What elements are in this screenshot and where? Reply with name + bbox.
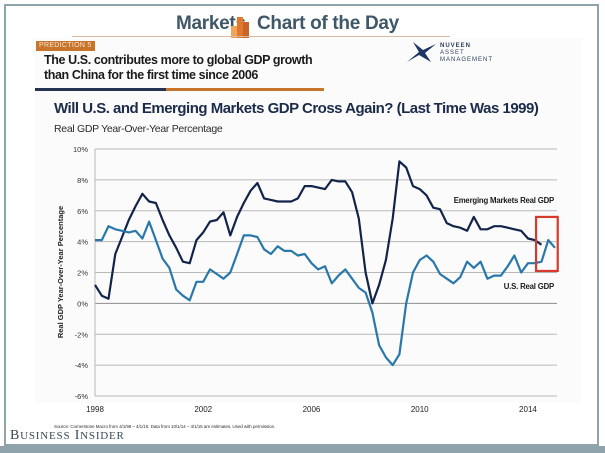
divider-dark xyxy=(35,88,166,91)
bottom-border xyxy=(0,446,605,453)
legend-emerging-markets: Emerging Markets Real GDP xyxy=(454,196,554,205)
source-note: Source: Cornerstone Macro from 4/1/98 – … xyxy=(54,424,276,429)
bar-chart-icon xyxy=(231,17,249,38)
y-tick-label: -4% xyxy=(75,361,89,370)
y-tick-label: 4% xyxy=(77,238,88,247)
brand-line-1: NUVEEN xyxy=(440,43,472,49)
nuveen-star-icon xyxy=(407,42,436,62)
y-tick-label: 2% xyxy=(77,269,88,278)
headline-line-2: than China for the first time since 2006 xyxy=(44,68,258,82)
y-tick-label: 6% xyxy=(77,207,88,216)
page-header: Markets Chart of the Day xyxy=(0,10,605,38)
x-tick-label: 2002 xyxy=(194,405,212,414)
y-axis-label: Real GDP Year-Over-Year Percentage xyxy=(56,206,65,338)
y-tick-label: -2% xyxy=(75,330,89,339)
x-tick-label: 1998 xyxy=(86,405,104,414)
x-tick-label: 2010 xyxy=(411,405,429,414)
publisher-logo: BUSINESS INSIDER xyxy=(10,428,125,444)
x-tick-label: 2014 xyxy=(519,405,537,414)
slide-panel xyxy=(35,38,581,403)
divider-orange xyxy=(166,88,324,91)
chart-title: Will U.S. and Emerging Markets GDP Cross… xyxy=(54,100,539,117)
y-tick-label: -6% xyxy=(75,392,89,401)
y-tick-label: 8% xyxy=(77,176,88,185)
header-divider xyxy=(72,36,450,37)
y-tick-label: 0% xyxy=(77,299,88,308)
publisher-name: BUSINESS INSIDER xyxy=(10,428,125,443)
emerging-markets-line xyxy=(94,160,543,305)
us-gdp-line xyxy=(95,220,556,367)
brand-line-3: MANAGEMENT xyxy=(440,57,494,63)
headline-line-1: The U.S. contributes more to global GDP … xyxy=(44,53,313,67)
prediction-tag: PREDICTION 5 xyxy=(36,41,95,51)
brand-logo: NUVEEN ASSET MANAGEMENT xyxy=(440,43,493,64)
legend-us-gdp: U.S. Real GDP xyxy=(504,282,554,291)
section-label: Markets xyxy=(176,13,246,34)
x-tick-label: 2006 xyxy=(303,405,321,414)
series-label: Chart of the Day xyxy=(257,13,399,34)
slide-headline: The U.S. contributes more to global GDP … xyxy=(44,53,313,83)
highlight-box xyxy=(534,215,559,273)
brand-line-2: ASSET xyxy=(440,50,465,56)
chart-subtitle: Real GDP Year-Over-Year Percentage xyxy=(54,123,223,135)
y-tick-label: 10% xyxy=(73,145,88,154)
